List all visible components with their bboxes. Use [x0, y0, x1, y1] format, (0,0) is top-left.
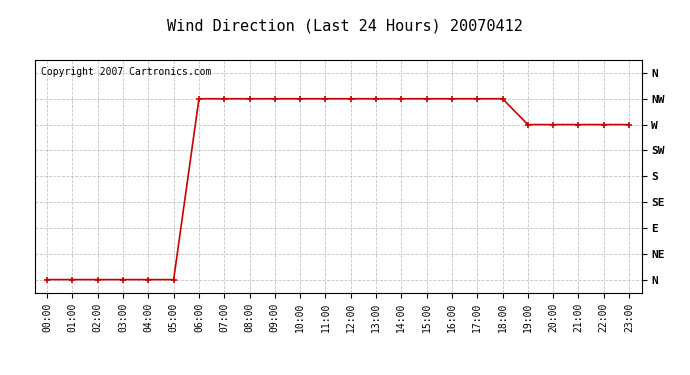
Text: Copyright 2007 Cartronics.com: Copyright 2007 Cartronics.com: [41, 67, 211, 77]
Text: Wind Direction (Last 24 Hours) 20070412: Wind Direction (Last 24 Hours) 20070412: [167, 19, 523, 34]
